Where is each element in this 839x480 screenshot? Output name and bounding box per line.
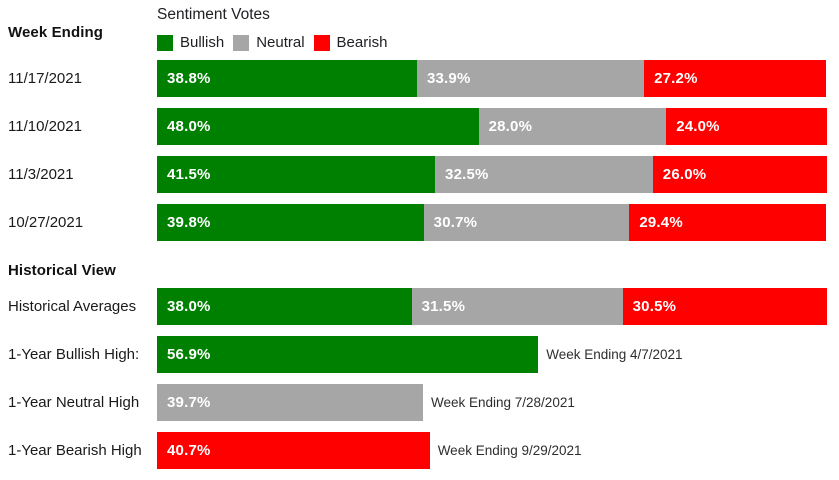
bar-segment-bearish: 30.5%: [622, 288, 827, 325]
row-label: 1-Year Bearish High: [8, 442, 142, 459]
segment-value-label: 40.7%: [167, 442, 211, 459]
row-label: Historical Averages: [8, 298, 137, 315]
segment-value-label: 24.0%: [676, 118, 720, 135]
chart-title: Sentiment Votes: [157, 6, 270, 23]
bar-annotation: Week Ending 4/7/2021: [546, 347, 683, 362]
legend-swatch-bullish-icon: [157, 34, 173, 51]
segment-value-label: 31.5%: [421, 298, 466, 315]
bar-segment-neutral: 32.5%: [435, 156, 653, 193]
historical-rows-group: Historical Averages 38.0% 31.5% 30.5% 1-Ye…: [0, 288, 839, 480]
segment-value-label: 26.0%: [662, 166, 707, 183]
bar-segment-bullish: 39.8%: [157, 204, 424, 241]
bar-track: 48.0% 28.0% 24.0%: [157, 108, 839, 145]
chart-row: 1-Year Bearish High 40.7% Week Ending 9/2…: [0, 432, 839, 480]
chart-row: 10/27/2021 39.8% 30.7% 29.4%: [0, 204, 839, 252]
segment-value-label: 33.9%: [426, 70, 471, 87]
segment-value-label: 39.7%: [167, 394, 211, 411]
legend-item-bullish: Bullish: [157, 34, 224, 51]
bar-segment-bearish: 24.0%: [666, 108, 827, 145]
legend-swatch-bearish-icon: [313, 34, 330, 51]
chart-header: Week Ending Sentiment Votes Bullish Neutr…: [0, 0, 839, 60]
week-ending-column-header: Week Ending: [0, 0, 157, 60]
chart-row: 11/10/2021 48.0% 28.0% 24.0%: [0, 108, 839, 156]
segment-value-label: 28.0%: [488, 118, 533, 135]
bar-track: 38.8% 33.9% 27.2%: [157, 60, 839, 97]
segment-value-label: 27.2%: [654, 70, 698, 87]
chart-row: 1-Year Neutral High 39.7% Week Ending 7/2…: [0, 384, 839, 432]
bar-track: 39.7% Week Ending 7/28/2021: [157, 384, 839, 421]
historical-view-heading-row: Historical View: [0, 252, 839, 288]
segment-value-label: 48.0%: [167, 118, 211, 135]
bar-segment-bearish: 40.7%: [157, 432, 430, 469]
legend-label: Bullish: [180, 34, 225, 51]
historical-view-heading: Historical View: [8, 261, 116, 279]
legend-item-bearish: Bearish: [313, 34, 388, 51]
segment-value-label: 30.7%: [433, 214, 478, 231]
bar-segment-neutral: 30.7%: [423, 204, 630, 241]
row-label: 11/3/2021: [8, 166, 74, 183]
legend-swatch-neutral-icon: [233, 34, 250, 51]
segment-value-label: 39.8%: [167, 214, 211, 231]
bar-segment-neutral: 33.9%: [416, 60, 645, 97]
legend-label: Neutral: [256, 34, 305, 51]
bar-segment-bullish: 56.9%: [157, 336, 539, 373]
chart-row: 11/17/2021 38.8% 33.9% 27.2%: [0, 60, 839, 108]
bar-segment-bearish: 27.2%: [644, 60, 827, 97]
chart-row: Historical Averages 38.0% 31.5% 30.5%: [0, 288, 839, 336]
weekly-rows-group: 11/17/2021 38.8% 33.9% 27.2% 11/10/2021 48…: [0, 60, 839, 252]
bar-segment-bullish: 41.5%: [157, 156, 436, 193]
row-label: 10/27/2021: [8, 214, 84, 231]
row-label: 11/10/2021: [8, 118, 82, 135]
segment-value-label: 41.5%: [167, 166, 211, 183]
row-label: 11/17/2021: [8, 70, 82, 87]
legend-label: Bearish: [336, 34, 388, 51]
bar-segment-bullish: 48.0%: [157, 108, 479, 145]
chart-title-area: Sentiment Votes Bullish Neutral Bearish: [157, 0, 396, 60]
segment-value-label: 30.5%: [632, 298, 677, 315]
bar-annotation: Week Ending 7/28/2021: [430, 395, 575, 410]
segment-value-label: 29.4%: [639, 214, 683, 231]
bar-segment-bullish: 38.8%: [157, 60, 417, 97]
row-label: 1-Year Bullish High:: [8, 346, 140, 363]
bar-segment-neutral: 31.5%: [411, 288, 623, 325]
bar-track: 41.5% 32.5% 26.0%: [157, 156, 839, 193]
segment-value-label: 56.9%: [167, 346, 211, 363]
bar-track: 38.0% 31.5% 30.5%: [157, 288, 839, 325]
bar-annotation: Week Ending 9/29/2021: [437, 443, 582, 458]
bar-segment-neutral: 28.0%: [478, 108, 667, 145]
bar-segment-bearish: 29.4%: [629, 204, 827, 241]
chart-row: 11/3/2021 41.5% 32.5% 26.0%: [0, 156, 839, 204]
week-ending-heading: Week Ending: [8, 24, 104, 41]
bar-track: 40.7% Week Ending 9/29/2021: [157, 432, 839, 469]
bar-segment-bullish: 38.0%: [157, 288, 412, 325]
legend-item-neutral: Neutral: [233, 34, 305, 51]
chart-legend: Bullish Neutral Bearish: [157, 34, 396, 51]
bar-segment-neutral: 39.7%: [157, 384, 423, 421]
row-label: 1-Year Neutral High: [8, 394, 140, 411]
bar-track: 39.8% 30.7% 29.4%: [157, 204, 839, 241]
segment-value-label: 32.5%: [445, 166, 489, 183]
chart-row: 1-Year Bullish High: 56.9% Week Ending 4/…: [0, 336, 839, 384]
bar-track: 56.9% Week Ending 4/7/2021: [157, 336, 839, 373]
segment-value-label: 38.0%: [167, 298, 211, 315]
bar-segment-bearish: 26.0%: [652, 156, 827, 193]
segment-value-label: 38.8%: [167, 70, 211, 87]
